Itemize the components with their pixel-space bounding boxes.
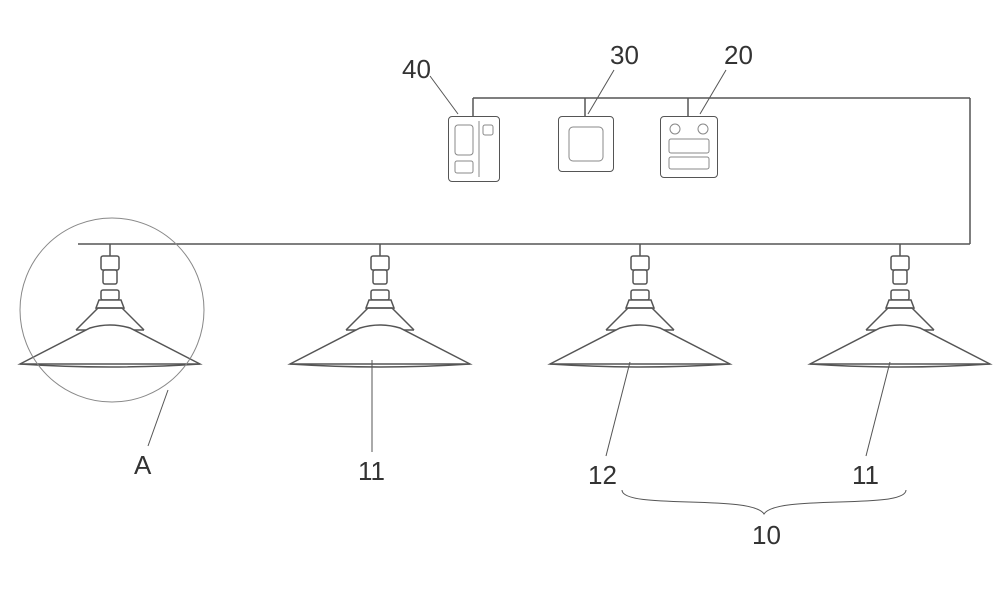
label-11a: 11 (358, 456, 385, 487)
wiring-overlay (0, 0, 1000, 594)
box-40 (448, 116, 500, 182)
label-40: 40 (402, 54, 431, 85)
label-10: 10 (752, 520, 781, 551)
box-20 (660, 116, 718, 178)
label-11b: 11 (852, 460, 879, 491)
label-20: 20 (724, 40, 753, 71)
box-30 (558, 116, 614, 172)
label-12: 12 (588, 460, 617, 491)
label-A: A (134, 450, 151, 481)
label-30: 30 (610, 40, 639, 71)
diagram-canvas: 40 30 20 A 11 12 11 10 (0, 0, 1000, 594)
